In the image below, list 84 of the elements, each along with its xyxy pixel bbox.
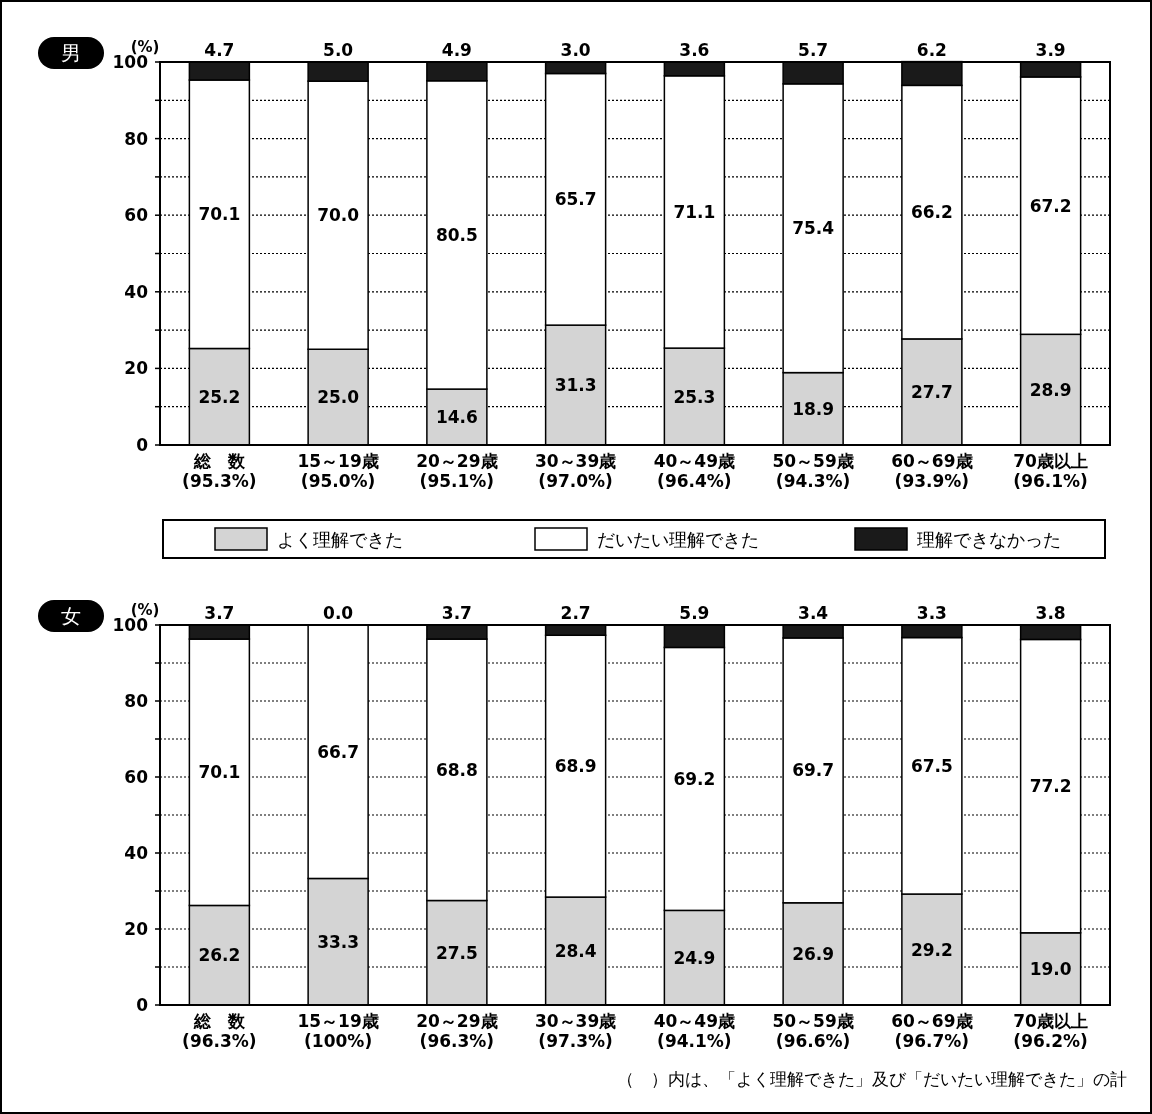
x-tick-label: 50～59歳 (96.6%): [772, 1011, 854, 1051]
data-label: 3.7: [204, 603, 235, 623]
data-label: 5.9: [679, 603, 710, 623]
y-tick-label: 40: [124, 281, 149, 302]
data-label: 71.1: [673, 201, 716, 222]
x-tick-label: 70歳以上 (96.1%): [1013, 451, 1088, 491]
data-label: 28.9: [1029, 379, 1072, 400]
data-label: 29.2: [910, 939, 953, 960]
x-tick-label: 15～19歳 (100%): [297, 1011, 379, 1051]
y-tick-label: 20: [124, 919, 149, 939]
data-label: 68.9: [554, 756, 597, 777]
data-label: 25.2: [198, 386, 241, 407]
data-label: 65.7: [554, 189, 597, 210]
x-tick-label: 30～39歳 (97.3%): [534, 1011, 617, 1051]
data-label: 77.2: [1029, 776, 1072, 797]
data-label: 70.1: [198, 204, 241, 225]
text: （ ）内は、「よく理解できた」及び「だいたい理解できた」の計: [617, 1069, 1127, 1089]
data-label: 3.6: [679, 40, 710, 60]
data-label: 68.8: [435, 759, 478, 780]
x-tick-label: 20～29歳 (95.1%): [416, 451, 498, 491]
data-label: 4.7: [204, 40, 235, 60]
x-tick-label: 60～69歳 (93.9%): [891, 451, 973, 491]
data-label: 67.5: [910, 755, 953, 776]
data-label: 3.7: [441, 603, 472, 623]
y-tick-label: 80: [124, 691, 149, 711]
x-tick-label: 70歳以上 (96.2%): [1013, 1011, 1088, 1051]
data-label: 26.9: [792, 943, 835, 964]
y-tick-label: 60: [124, 767, 149, 787]
data-label: 3.8: [1035, 603, 1066, 623]
data-label: 0.0: [323, 603, 354, 623]
data-label: 14.6: [435, 407, 478, 428]
data-label: 5.0: [323, 40, 354, 60]
data-label: 3.0: [560, 40, 591, 60]
data-label: 18.9: [792, 398, 835, 419]
data-label: 25.3: [673, 386, 716, 407]
data-label: 5.7: [798, 40, 829, 60]
data-label: 70.0: [317, 205, 360, 226]
data-label: 3.9: [1035, 40, 1066, 60]
x-tick-label: 15～19歳 (95.0%): [297, 451, 379, 491]
data-label: 69.7: [792, 760, 835, 781]
y-tick-label: 0: [136, 435, 149, 455]
y-tick-label: 60: [124, 205, 149, 226]
x-tick-label: 20～29歳 (96.3%): [416, 1011, 498, 1051]
data-label: 3.4: [798, 603, 829, 623]
data-label: 67.2: [1029, 195, 1072, 216]
x-tick-label: 40～49歳 (94.1%): [653, 1011, 736, 1051]
x-tick-label: 総 数 (96.3%): [182, 1011, 257, 1051]
data-label: 69.2: [673, 768, 716, 789]
y-axis-title: (%): [130, 601, 160, 619]
x-tick-label: 30～39歳 (97.0%): [534, 451, 617, 491]
data-label: 31.3: [554, 375, 597, 396]
data-label: 4.9: [441, 40, 472, 60]
data-label: 66.2: [910, 202, 953, 223]
data-label: 75.4: [792, 218, 835, 239]
data-label: 33.3: [317, 931, 360, 952]
legend-label: よく理解できた: [277, 529, 403, 550]
data-label: 70.1: [198, 762, 241, 783]
data-label: 2.7: [560, 603, 591, 623]
x-tick-label: 総 数 (95.3%): [182, 451, 257, 491]
data-label: 24.9: [673, 947, 716, 968]
data-label: 27.5: [435, 942, 478, 963]
title: 男: [38, 37, 104, 69]
x-tick-label: 50～59歳 (94.3%): [772, 451, 854, 491]
data-label: 19.0: [1029, 958, 1072, 979]
data-label: 27.7: [910, 381, 953, 402]
data-label: 6.2: [916, 40, 947, 60]
y-tick-label: 20: [124, 358, 149, 379]
legend-label: だいたい理解できた: [597, 529, 759, 550]
chart-title: 男: [61, 41, 81, 65]
data-label: 80.5: [435, 224, 478, 245]
data-label: 28.4: [554, 941, 597, 962]
data-label: 26.2: [198, 945, 241, 966]
y-axis-title: (%): [130, 38, 160, 56]
y-tick-label: 0: [136, 995, 149, 1015]
chart-title: 女: [61, 604, 81, 628]
y-tick-label: 40: [124, 843, 149, 863]
x-tick-label: 40～49歳 (96.4%): [653, 451, 736, 491]
y-tick-label: 80: [124, 128, 149, 149]
legend-label: 理解できなかった: [917, 529, 1061, 550]
data-label: 25.0: [317, 387, 360, 408]
title: 女: [38, 600, 104, 632]
x-tick-label: 60～69歳 (96.7%): [891, 1011, 973, 1051]
data-label: 3.3: [916, 603, 947, 623]
data-label: 66.7: [317, 741, 360, 762]
